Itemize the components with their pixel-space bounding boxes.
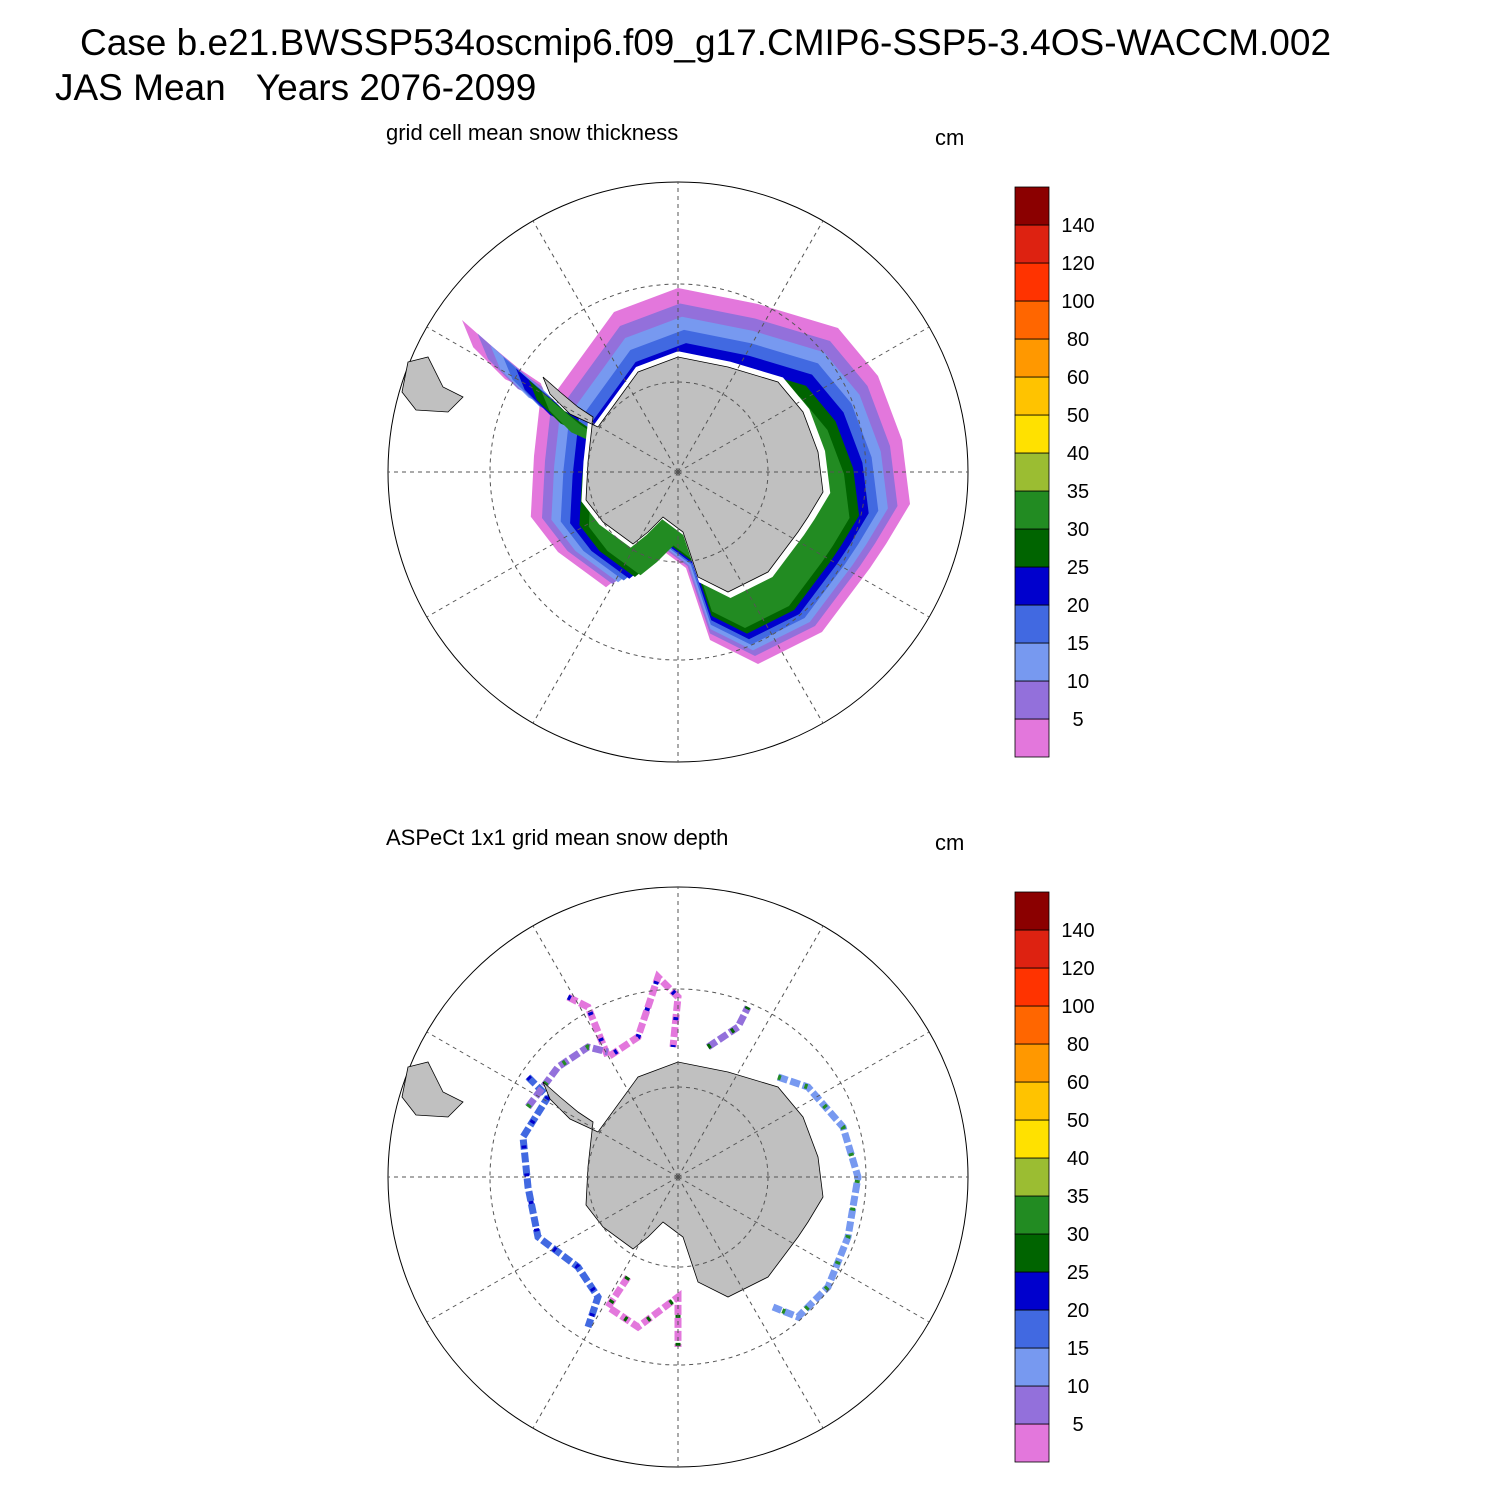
colorbar-label: 80 [1067,329,1089,351]
colorbar-box [1014,414,1050,454]
longitude-line [426,326,679,473]
ship-track-detail [566,972,681,1061]
colorbar-box [1014,1195,1050,1235]
colorbar-box [1014,680,1050,720]
colorbar-label: 60 [1067,1072,1089,1094]
colorbar-box [1014,300,1050,340]
panel-title: ASPeCt 1x1 grid mean snow depth [386,825,728,850]
colorbar-box [1014,929,1050,969]
colorbar-box [1014,1081,1050,1121]
colorbar-box [1014,1423,1050,1463]
longitude-line [677,220,824,473]
colorbar-box [1014,967,1050,1007]
colorbar-label: 25 [1067,1262,1089,1284]
antarctica [542,356,824,593]
colorbar-box [1014,642,1050,682]
longitude-line [677,925,824,1178]
colorbar-box [1014,452,1050,492]
longitude-line [677,471,930,618]
colorbar-label: 100 [1061,291,1094,313]
colorbar-label: 30 [1067,519,1089,541]
colorbar-box [1014,224,1050,264]
colorbar-label: 100 [1061,996,1094,1018]
colorbar-box [1014,1119,1050,1159]
colorbar-box [1014,490,1050,530]
south-america [401,1061,464,1118]
panel-title: grid cell mean snow thickness [386,120,678,145]
colorbar-label: 80 [1067,1034,1089,1056]
main-title: Case b.e21.BWSSP534oscmip6.f09_g17.CMIP6… [80,22,1331,63]
colorbar-box [1014,1271,1050,1311]
longitude-line [532,1176,679,1429]
colorbar-box [1014,891,1050,931]
colorbar-box [1014,1043,1050,1083]
colorbar-label: 20 [1067,1300,1089,1322]
longitude-line [426,1031,679,1178]
colorbar-box [1014,186,1050,226]
colorbar-label: 35 [1067,1186,1089,1208]
colorbar-box [1014,528,1050,568]
longitude-line [532,220,679,473]
longitude-line [426,471,679,618]
colorbar-box [1014,1347,1050,1387]
colorbar-label: 50 [1067,1110,1089,1132]
colorbar-label: 10 [1067,671,1089,693]
map [387,886,969,1468]
colorbar-label: 35 [1067,481,1089,503]
units: cm [935,125,964,150]
map [387,181,969,763]
colorbar-box [1014,566,1050,606]
south-america [401,356,464,413]
colorbar-label: 40 [1067,1148,1089,1170]
longitude-line [532,925,679,1178]
longitude-line [677,326,930,473]
ship-track [525,1043,609,1110]
colorbar-box [1014,262,1050,302]
colorbar-label: 15 [1067,1338,1089,1360]
units: cm [935,830,964,855]
colorbar-box [1014,338,1050,378]
longitude-line [677,1176,824,1429]
colorbar-box [1014,1157,1050,1197]
colorbar-label: 15 [1067,633,1089,655]
ship-track [771,1073,862,1322]
colorbar-box [1014,1309,1050,1349]
longitude-line [426,1176,679,1323]
colorbar-label: 40 [1067,443,1089,465]
colorbar-label: 60 [1067,367,1089,389]
colorbar-label: 20 [1067,595,1089,617]
colorbar-box [1014,1005,1050,1045]
colorbar-box [1014,718,1050,758]
longitude-line [532,471,679,724]
colorbar-box [1014,1385,1050,1425]
longitude-line [677,1031,930,1178]
antarctica [542,1061,824,1298]
colorbar-label: 30 [1067,1224,1089,1246]
colorbar-label: 140 [1061,920,1094,942]
subtitle: JAS Mean Years 2076-2099 [55,67,536,108]
longitude-line [677,471,824,724]
colorbar-box [1014,1233,1050,1273]
colorbar-label: 25 [1067,557,1089,579]
colorbar-label: 50 [1067,405,1089,427]
colorbar-label: 120 [1061,253,1094,275]
colorbar-label: 5 [1072,1414,1083,1436]
colorbar-box [1014,376,1050,416]
colorbar-box [1014,604,1050,644]
longitude-line [677,1176,930,1323]
colorbar-label: 120 [1061,958,1094,980]
colorbar-label: 5 [1072,709,1083,731]
ship-track [519,1074,602,1329]
colorbar-label: 10 [1067,1376,1089,1398]
colorbar-label: 140 [1061,215,1094,237]
